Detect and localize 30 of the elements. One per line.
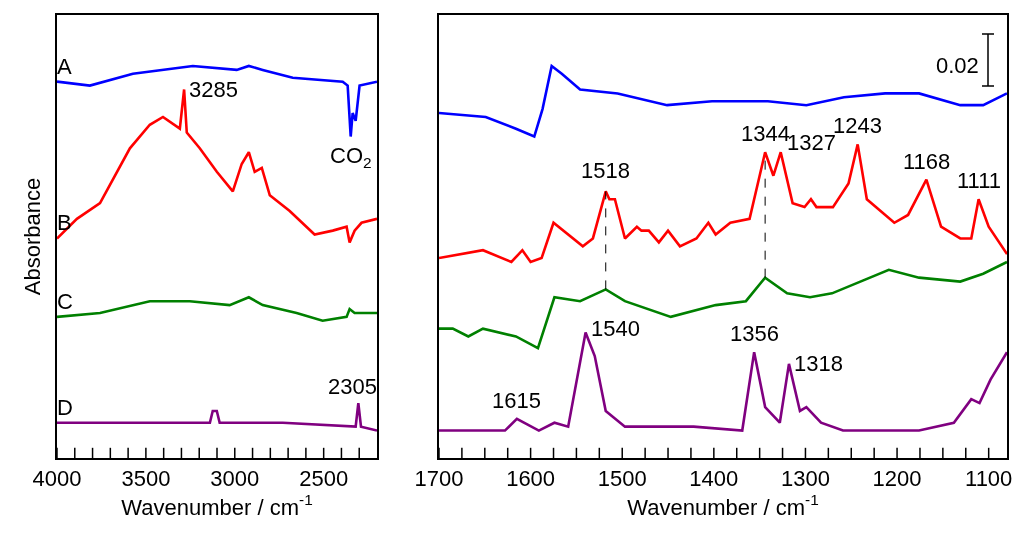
x-axis-title: Wavenumber / cm$^{-1}$: [627, 491, 819, 520]
series-label: D: [57, 395, 73, 420]
x-tick-label: 1500: [597, 466, 647, 492]
x-tick-label: 1200: [872, 466, 922, 492]
annotation: CO$_{2}$: [330, 143, 372, 171]
annotation: 1168: [903, 149, 951, 174]
x-axis-title: Wavenumber / cm$^{-1}$: [121, 491, 313, 520]
y-axis-title: Absorbance: [20, 177, 46, 296]
x-tick-label: 1300: [780, 466, 830, 492]
x-tick-label: 4000: [32, 466, 82, 492]
series-label: C: [57, 289, 73, 314]
x-tick-label: 3500: [121, 466, 171, 492]
annotation: 0.02: [936, 53, 979, 78]
annotation: 1518: [581, 158, 630, 183]
annotation: 1356: [730, 321, 779, 346]
annotation: 1318: [794, 351, 843, 376]
series-label: B: [57, 210, 72, 235]
annotation: 3285: [189, 77, 238, 102]
x-tick-label: 1700: [414, 466, 464, 492]
x-tick-label: 1100: [965, 466, 1013, 492]
x-tick-label: 1400: [689, 466, 739, 492]
annotation: 1344: [741, 121, 790, 146]
series-label: A: [57, 54, 72, 79]
annotation: 1540: [591, 316, 640, 341]
x-tick-label: 1600: [506, 466, 556, 492]
annotation: 1111: [957, 168, 1002, 193]
annotation: 2305: [328, 374, 377, 399]
annotation: 1615: [492, 388, 541, 413]
x-tick-label: 3000: [210, 466, 260, 492]
x-tick-label: 2500: [299, 466, 349, 492]
